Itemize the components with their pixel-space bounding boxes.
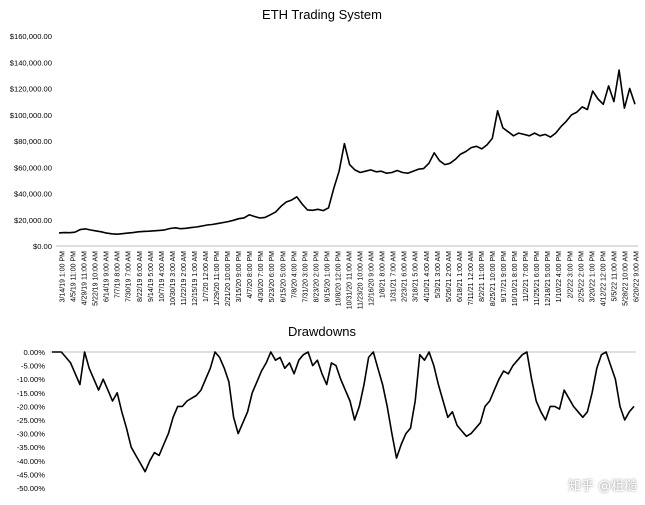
y-tick-label: -5.00% bbox=[21, 362, 45, 371]
x-tick-label: 8/23/20 2:00 PM bbox=[313, 251, 320, 303]
y-tick-label: -45.00% bbox=[17, 470, 46, 479]
x-tick-label: 1/29/20 11:00 PM bbox=[214, 251, 221, 306]
x-tick-label: 3/18/21 5:00 AM bbox=[413, 251, 420, 302]
x-tick-label: 2/23/21 6:00 AM bbox=[402, 251, 409, 302]
y-tick-label: $100,000.00 bbox=[10, 111, 52, 120]
y-tick-label: -15.00% bbox=[17, 389, 46, 398]
x-tick-label: 11/25/21 6:00 PM bbox=[534, 251, 541, 306]
x-tick-label: 8/25/21 10:00 PM bbox=[490, 251, 497, 306]
y-tick-label: -10.00% bbox=[17, 375, 46, 384]
x-tick-label: 10/8/20 12:00 PM bbox=[335, 251, 342, 306]
y-tick-label: -20.00% bbox=[17, 402, 46, 411]
x-tick-label: 8/22/19 6:00 AM bbox=[137, 251, 144, 302]
chart-title: Drawdowns bbox=[288, 324, 356, 339]
x-tick-label: 11/23/20 10:00 AM bbox=[358, 251, 365, 309]
x-tick-label: 6/15/20 5:00 PM bbox=[280, 251, 287, 303]
y-tick-label: $40,000.00 bbox=[14, 190, 52, 199]
x-tick-label: 4/5/19 11:00 PM bbox=[71, 251, 78, 302]
x-tick-label: 3/20/22 1:00 PM bbox=[589, 251, 596, 303]
x-tick-label: 5/26/21 2:00 AM bbox=[446, 251, 453, 302]
y-tick-label: -40.00% bbox=[17, 457, 46, 466]
watermark-text: 知乎 @粗糙 bbox=[567, 479, 637, 494]
y-tick-label: $60,000.00 bbox=[14, 163, 52, 172]
x-tick-label: 7/11/21 12:00 AM bbox=[468, 251, 475, 306]
drawdown-series-line bbox=[52, 351, 635, 473]
x-tick-label: 3/15/20 9:00 PM bbox=[236, 251, 243, 303]
y-tick-label: -25.00% bbox=[17, 416, 46, 425]
x-tick-label: 2/21/20 10:00 PM bbox=[225, 251, 232, 306]
y-tick-label: -50.00% bbox=[17, 484, 46, 493]
x-tick-label: 7/8/20 4:00 PM bbox=[291, 251, 298, 299]
x-tick-label: 4/29/19 11:00 AM bbox=[82, 251, 89, 306]
x-tick-label: 6/20/22 9:00 AM bbox=[634, 251, 641, 302]
x-tick-label: 10/7/19 4:00 AM bbox=[159, 251, 166, 302]
x-tick-label: 5/3/21 3:00 AM bbox=[435, 251, 442, 298]
x-tick-label: 8/2/21 11:00 PM bbox=[479, 251, 486, 302]
x-tick-label: 7/30/19 7:00 AM bbox=[126, 251, 133, 302]
x-tick-label: 3/14/19 1:00 PM bbox=[60, 251, 67, 303]
y-tick-label: $80,000.00 bbox=[14, 137, 52, 146]
x-tick-label: 5/23/20 6:00 PM bbox=[269, 251, 276, 303]
y-tick-label: -35.00% bbox=[17, 443, 46, 452]
x-tick-label: 11/22/19 2:00 AM bbox=[181, 251, 188, 306]
equity-series-line bbox=[58, 69, 636, 235]
x-tick-label: 4/7/20 8:00 PM bbox=[247, 251, 254, 299]
x-tick-label: 4/12/22 12:00 PM bbox=[600, 251, 607, 306]
x-tick-label: 1/7/20 12:00 AM bbox=[203, 251, 210, 302]
x-tick-label: 12/16/20 9:00 AM bbox=[369, 251, 376, 306]
x-tick-label: 1/8/21 8:00 AM bbox=[380, 251, 387, 298]
y-tick-label: -30.00% bbox=[17, 430, 46, 439]
x-tick-label: 2/2/22 3:00 PM bbox=[567, 251, 574, 299]
x-tick-label: 2/25/22 2:00 PM bbox=[578, 251, 585, 303]
x-tick-label: 12/15/19 1:00 AM bbox=[192, 251, 199, 306]
x-tick-label: 1/10/22 4:00 PM bbox=[556, 251, 563, 303]
x-tick-label: 4/10/21 4:00 AM bbox=[424, 251, 431, 302]
x-tick-label: 10/30/19 3:00 AM bbox=[170, 251, 177, 306]
y-tick-label: $140,000.00 bbox=[10, 58, 52, 67]
x-tick-label: 5/28/22 10:00 AM bbox=[622, 251, 629, 306]
x-tick-label: 1/31/21 7:00 AM bbox=[391, 251, 398, 302]
y-tick-label: $20,000.00 bbox=[14, 216, 52, 225]
x-tick-label: 10/31/20 11:00 AM bbox=[347, 251, 354, 309]
x-tick-label: 7/7/19 8:00 AM bbox=[115, 251, 122, 298]
chart-title: ETH Trading System bbox=[262, 7, 382, 22]
x-tick-label: 10/10/21 8:00 PM bbox=[512, 251, 519, 306]
x-tick-label: 6/18/21 1:00 AM bbox=[457, 251, 464, 302]
x-tick-label: 9/15/20 1:00 PM bbox=[324, 251, 331, 303]
y-tick-label: 0.00% bbox=[23, 348, 45, 357]
x-tick-label: 11/2/21 7:00 PM bbox=[523, 251, 530, 302]
y-tick-label: $0.00 bbox=[33, 242, 52, 251]
x-tick-label: 12/18/21 5:00 PM bbox=[545, 251, 552, 306]
x-tick-label: 9/17/21 9:00 PM bbox=[501, 251, 508, 303]
x-tick-label: 5/5/22 11:00 AM bbox=[611, 251, 618, 302]
y-tick-label: $160,000.00 bbox=[10, 32, 52, 41]
x-tick-label: 7/31/20 3:00 PM bbox=[302, 251, 309, 303]
x-tick-label: 4/30/20 7:00 PM bbox=[258, 251, 265, 303]
y-tick-label: $120,000.00 bbox=[10, 85, 52, 94]
x-tick-label: 5/22/19 10:00 AM bbox=[93, 251, 100, 306]
x-tick-label: 9/14/19 5:00 AM bbox=[148, 251, 155, 302]
x-tick-label: 6/14/19 9:00 AM bbox=[104, 251, 111, 302]
